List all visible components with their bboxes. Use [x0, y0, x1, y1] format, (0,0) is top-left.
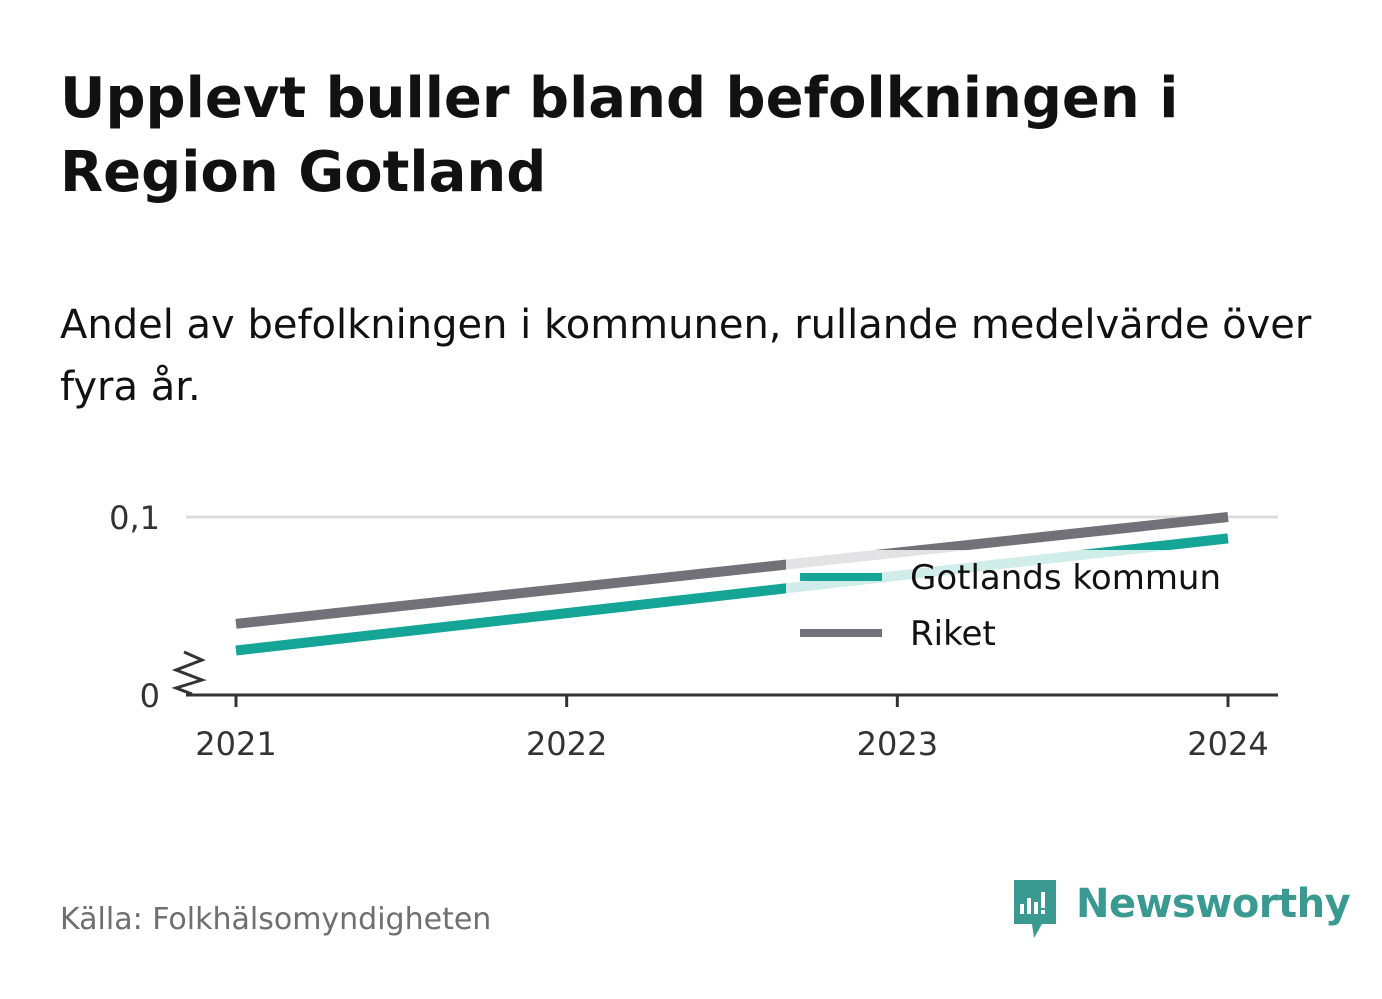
axis-break-icon — [171, 650, 207, 696]
brand-name: Newsworthy — [1076, 881, 1351, 927]
brand-logo: Newsworthy — [1010, 876, 1351, 940]
legend-label-1: Riket — [910, 614, 996, 654]
axis-layer: 0 0,1 2021 2022 2023 2024 — [109, 499, 1278, 763]
x-tick-label: 2023 — [857, 725, 938, 763]
x-tick-label: 2024 — [1187, 725, 1268, 763]
legend: Gotlands kommun Riket — [786, 550, 1266, 668]
legend-background — [786, 550, 1266, 668]
x-tick-label: 2022 — [526, 725, 607, 763]
y-tick-label: 0,1 — [109, 499, 160, 537]
x-tick-label: 2021 — [195, 725, 276, 763]
series-line-1 — [235, 512, 1229, 629]
y-tick-label: 0 — [140, 677, 160, 715]
legend-label-0: Gotlands kommun — [910, 558, 1221, 598]
chart-title: Upplevt buller bland befolkningen i Regi… — [60, 66, 1179, 205]
newsworthy-logo-icon — [1014, 880, 1056, 938]
chart-subtitle: Andel av befolkningen i kommunen, rullan… — [60, 302, 1312, 410]
source-note: Källa: Folkhälsomyndigheten — [60, 902, 492, 937]
